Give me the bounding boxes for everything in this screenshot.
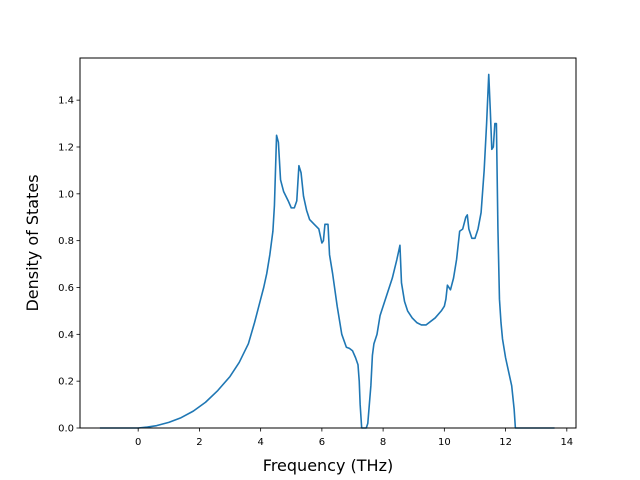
y-tick-label: 0.4 [58,330,74,341]
x-tick-label: 6 [319,437,325,448]
y-tick-label: 1.0 [58,189,74,200]
x-tick-label: 14 [560,437,573,448]
y-tick-label: 1.2 [58,142,74,153]
x-tick-label: 0 [135,437,141,448]
y-axis-ticks: 0.0 0.2 0.4 0.6 0.8 1.0 1.2 1.4 [58,96,80,435]
x-tick-label: 12 [499,437,512,448]
y-axis-label: Density of States [23,174,42,311]
y-tick-label: 1.4 [58,96,74,107]
y-tick-label: 0.6 [58,283,74,294]
dos-series-line [99,73,555,429]
x-tick-label: 4 [257,437,263,448]
axes-frame [79,57,577,429]
y-tick-label: 0.8 [58,236,74,247]
x-axis-label: Frequency (THz) [263,456,393,475]
y-tick-label: 0.2 [58,377,74,388]
y-tick-label: 0.0 [58,424,74,435]
plot-area [99,73,555,429]
x-tick-label: 8 [380,437,386,448]
x-tick-label: 10 [438,437,451,448]
x-tick-label: 2 [196,437,202,448]
x-axis-ticks: 0 2 4 6 8 10 12 14 [135,428,573,448]
